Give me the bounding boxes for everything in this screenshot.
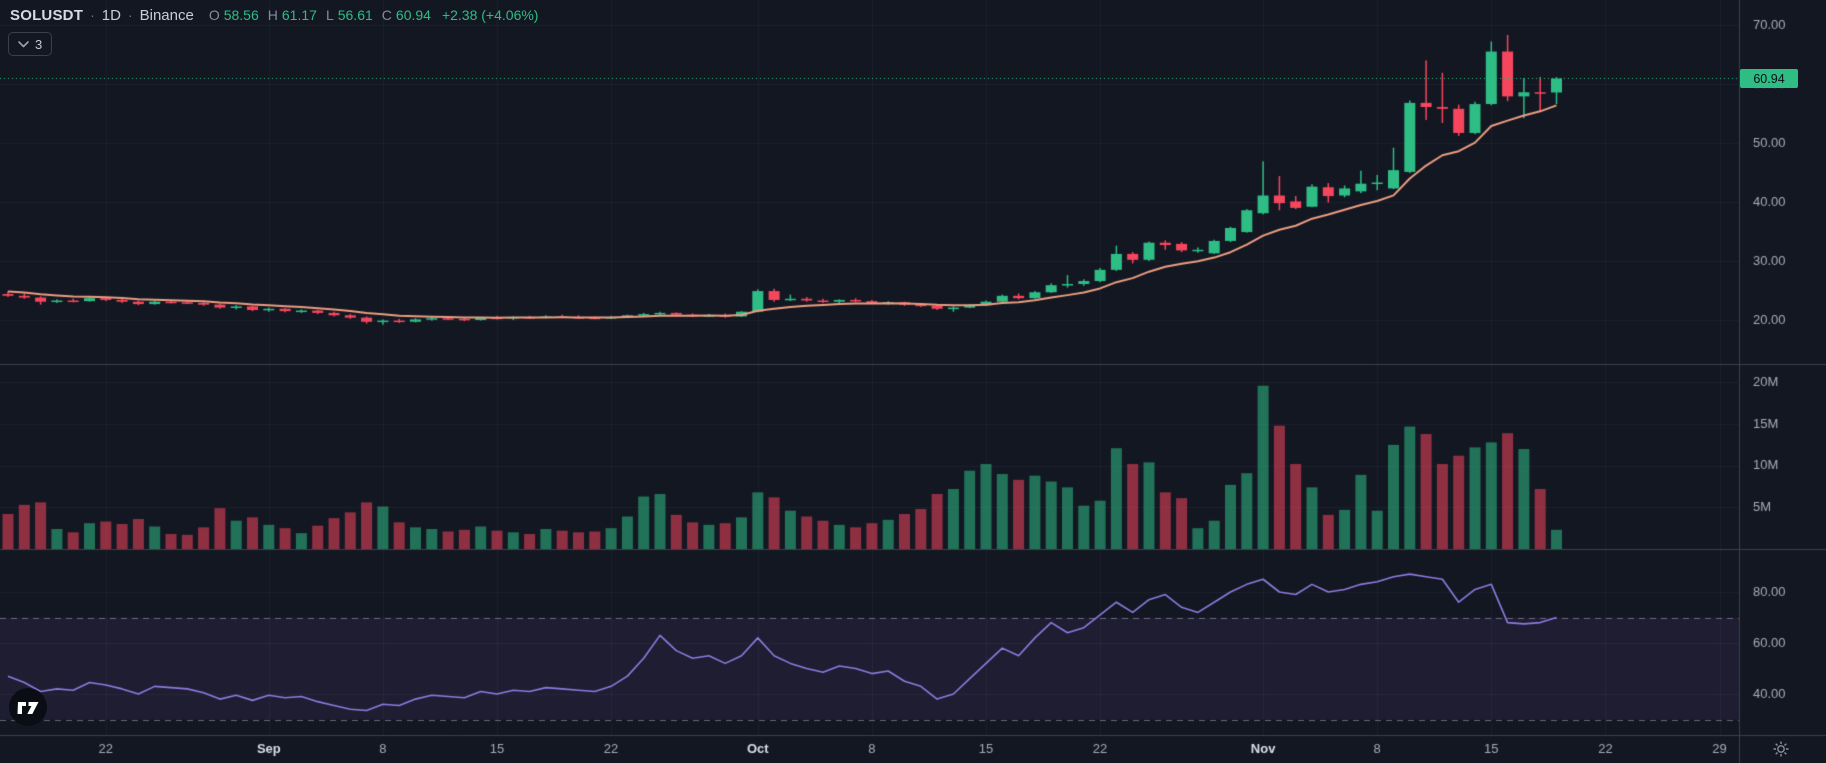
high-value: 61.17 xyxy=(281,7,317,23)
open-value: 58.56 xyxy=(223,7,259,23)
high-label: H xyxy=(267,7,278,23)
low-value: 56.61 xyxy=(337,7,373,23)
interval-label[interactable]: 1D xyxy=(101,7,121,24)
current-price-label: 60.94 xyxy=(1740,69,1798,88)
separator-dot: · xyxy=(127,7,133,23)
tradingview-logo-icon xyxy=(17,702,39,714)
indicators-count: 3 xyxy=(35,36,43,52)
symbol-header: SOLUSDT · 1D · Binance O 58.56 H 61.17 L 56… xyxy=(10,7,538,24)
chevron-down-icon xyxy=(18,40,29,47)
open-label: O xyxy=(208,7,220,23)
close-value: 60.94 xyxy=(395,7,431,23)
tradingview-logo[interactable] xyxy=(9,688,47,726)
ohlc-readout: O 58.56 H 61.17 L 56.61 C 60.94 +2.38 (+4.06… xyxy=(209,7,539,23)
gear-icon xyxy=(1773,741,1789,757)
change-value: +2.38 (+4.06%) xyxy=(441,7,539,23)
low-label: L xyxy=(325,7,334,23)
exchange-label[interactable]: Binance xyxy=(139,7,194,24)
symbol-name[interactable]: SOLUSDT xyxy=(10,7,84,24)
separator-dot: · xyxy=(90,7,95,23)
chart-settings-button[interactable] xyxy=(1772,740,1790,758)
close-label: C xyxy=(381,7,392,23)
indicators-collapsed-badge[interactable]: 3 xyxy=(8,32,53,56)
